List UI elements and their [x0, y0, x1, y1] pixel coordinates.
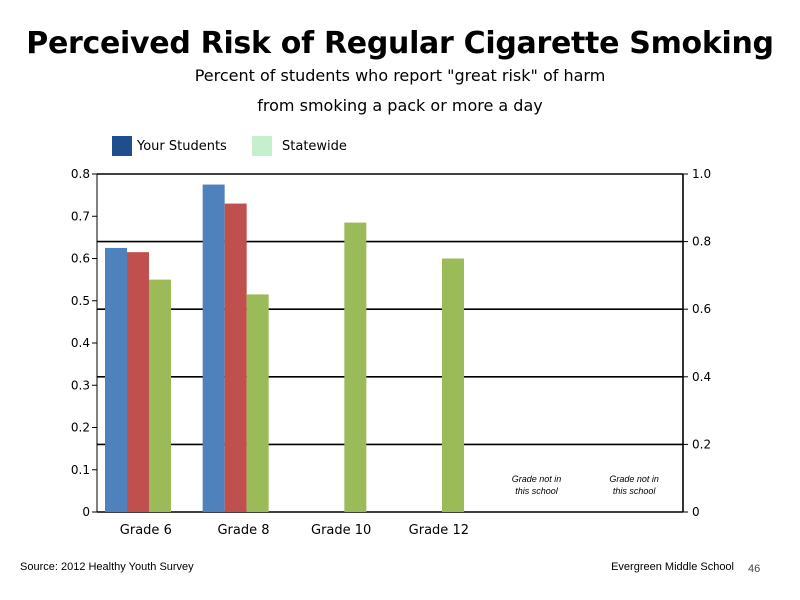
legend-swatch-your-students [112, 136, 132, 156]
chart-title: Perceived Risk of Regular Cigarette Smok… [26, 26, 774, 61]
x-tick-label: Grade 12 [409, 523, 469, 538]
y-tick-label-right: 1.0 [692, 167, 711, 181]
y-tick-label-left: 0.3 [71, 378, 90, 392]
legend-swatch-statewide [252, 136, 272, 156]
y-tick-label-left: 0.6 [71, 252, 90, 266]
y-tick-label-right: 0.4 [692, 370, 711, 384]
annotation-label: this school [613, 486, 657, 496]
y-tick-label-left: 0.8 [71, 167, 90, 181]
bar [224, 203, 247, 512]
bar [105, 247, 127, 512]
bar [202, 184, 225, 512]
annotation-label: this school [515, 486, 559, 496]
y-tick-label-right: 0.2 [692, 437, 711, 451]
y-tick-label-left: 0.2 [71, 421, 90, 435]
legend-label-your-students: Your Students [137, 138, 227, 154]
source-note: Source: 2012 Healthy Youth Survey [20, 561, 194, 573]
x-tick-label: Grade 8 [217, 523, 269, 538]
legend-item-your-students: Your Students [112, 136, 227, 156]
legend-item-statewide: Statewide [252, 136, 347, 156]
legend-label-statewide: Statewide [282, 138, 347, 154]
y-tick-label-left: 0.7 [71, 209, 90, 223]
bar [127, 252, 149, 512]
y-tick-label-left: 0 [82, 505, 90, 519]
y-tick-label-right: 0.8 [692, 235, 711, 249]
x-tick-label: Grade 10 [311, 523, 371, 538]
y-tick-label-left: 0.4 [71, 336, 90, 350]
x-tick-label: Grade 6 [120, 523, 172, 538]
bar [344, 222, 367, 512]
annotation-label: Grade not in [609, 474, 659, 484]
bar [149, 279, 171, 512]
y-tick-label-right: 0 [692, 505, 700, 519]
annotation-label: Grade not in [512, 474, 562, 484]
bar [442, 258, 464, 512]
y-tick-label-right: 0.6 [692, 302, 711, 316]
chart-subtitle-line2: from smoking a pack or more a day [257, 96, 543, 115]
school-name: Evergreen Middle School [611, 561, 734, 573]
chart-subtitle-line1: Percent of students who report "great ri… [194, 66, 606, 85]
bar [246, 294, 269, 512]
y-tick-label-left: 0.5 [71, 294, 90, 308]
page-number: 46 [748, 563, 761, 575]
y-tick-label-left: 0.1 [71, 463, 90, 477]
